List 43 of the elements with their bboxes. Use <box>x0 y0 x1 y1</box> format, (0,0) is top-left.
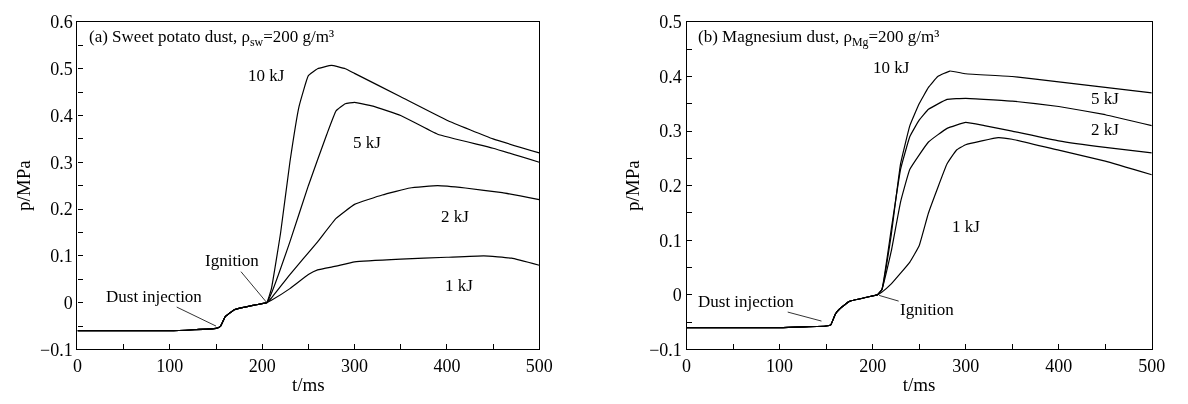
y-tick-label: 0.5 <box>50 58 73 79</box>
series-label: 1 kJ <box>952 217 981 236</box>
x-tick-label: 300 <box>341 356 369 377</box>
series-label: 1 kJ <box>445 276 474 295</box>
x-tick-label: 300 <box>952 356 980 377</box>
series-label: 10 kJ <box>248 66 285 85</box>
x-axis-title: t/ms <box>291 373 325 395</box>
chart-title: (a) Sweet potato dust, ρ$_{sw}$=200 g/m³ <box>89 27 335 49</box>
x-tick-label: 200 <box>248 356 276 377</box>
series-label: 5 kJ <box>1091 89 1120 108</box>
annotation: Dust injection <box>106 287 203 306</box>
y-tick-label: 0.4 <box>50 105 73 126</box>
chart-title: (b) Magnesium dust, ρ$_{Mg}$=200 g/m³ <box>698 27 940 49</box>
annotation: Dust injection <box>698 292 795 311</box>
y-tick-label: 0.1 <box>659 230 682 251</box>
y-tick-label: 0.6 <box>50 12 73 33</box>
y-axis-title: p/MPa <box>12 159 34 212</box>
x-tick-label: 500 <box>1138 356 1166 377</box>
y-axis-title: p/MPa <box>622 159 644 212</box>
y-tick-label: 0 <box>672 285 682 306</box>
y-tick-label: 0.3 <box>659 121 682 142</box>
x-tick-label: 100 <box>156 356 184 377</box>
y-tick-label: 0.3 <box>50 152 73 173</box>
y-tick-label: 0 <box>63 292 73 313</box>
x-tick-label: 400 <box>1045 356 1073 377</box>
y-tick-label: 0.2 <box>50 199 73 220</box>
annotation: Ignition <box>900 300 955 319</box>
y-tick-label: 0.2 <box>659 175 682 196</box>
series-label: 5 kJ <box>353 133 382 152</box>
y-tick-label: 0.1 <box>50 246 73 267</box>
x-tick-label: 100 <box>766 356 794 377</box>
y-tick-label: 0.4 <box>659 66 682 87</box>
series-label: 10 kJ <box>873 58 910 77</box>
series-label: 2 kJ <box>441 207 470 226</box>
x-tick-label: 500 <box>525 356 553 377</box>
y-tick-label: −0.1 <box>649 339 682 360</box>
x-tick-label: 400 <box>433 356 461 377</box>
y-tick-label: 0.5 <box>659 12 682 33</box>
y-tick-label: −0.1 <box>40 339 73 360</box>
x-axis-title: t/ms <box>902 373 936 395</box>
series-label: 2 kJ <box>1091 120 1120 139</box>
x-tick-label: 200 <box>859 356 887 377</box>
annotation: Ignition <box>205 251 260 270</box>
